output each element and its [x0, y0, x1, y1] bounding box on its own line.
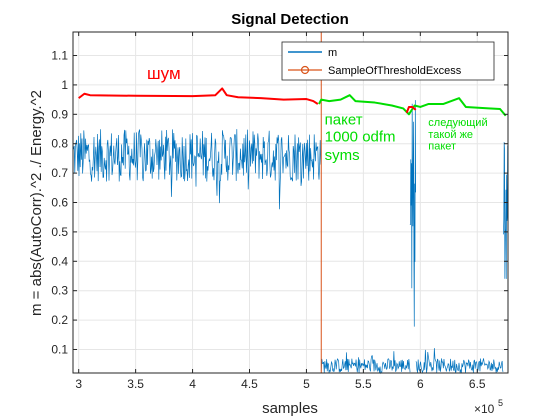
y-axis-label: m = abs(AutoCorr).^2 ./ Energy.^2: [28, 90, 45, 316]
series-m-segment: [320, 351, 411, 375]
axes: 3 3.5 4 4.5 5 5.5 6 6.5 0.1 0.2 0.3 0.4 0.5 0.6 0.7 0.8…: [51, 31, 509, 391]
annotation-curve: [405, 105, 417, 114]
y-tick-label: 0.5: [51, 225, 68, 239]
legend-label-m: m: [328, 47, 337, 59]
x-tick-label: 6: [417, 377, 424, 391]
annotation-curve: [78, 87, 319, 105]
x-tick-label: 3: [75, 377, 82, 391]
y-tick-label: 1: [61, 78, 68, 92]
x-tick-label: 4.5: [241, 377, 258, 391]
y-tick-label: 0.6: [51, 196, 68, 210]
series-m-segment: [409, 100, 417, 327]
y-tick-label: 0.3: [51, 284, 68, 298]
annotation-text: пакет: [428, 141, 456, 153]
y-tick-label: 0.9: [51, 107, 68, 121]
legend-box: [281, 41, 495, 81]
legend-marker-threshold: [300, 65, 310, 75]
series-m-segment: [503, 142, 509, 279]
svg-text:×10: ×10: [474, 402, 495, 416]
annotation-text: 1000 odfm: [325, 129, 396, 146]
x-tick-label: 5.5: [355, 377, 372, 391]
y-tick-label: 0.8: [51, 137, 68, 151]
svg-text:5: 5: [498, 398, 503, 408]
y-tick-label: 0.2: [51, 313, 68, 327]
y-tick-label: 0.4: [51, 254, 68, 268]
annotation-text: шум: [147, 64, 181, 83]
y-tick-label: 1.1: [51, 49, 68, 63]
x-tick-label: 6.5: [469, 377, 486, 391]
x-tick-label: 5: [303, 377, 310, 391]
annotation-text: пакет: [325, 112, 363, 129]
annotation-text: такой же: [428, 129, 473, 141]
x-axis-label: samples: [262, 400, 318, 417]
legend-label-threshold: SampleOfThresholdExcess: [328, 65, 462, 77]
series-m-segment: [72, 129, 322, 210]
annotation-text: следующий: [428, 117, 487, 129]
chart-title: Signal Detection: [231, 11, 349, 28]
legend: m SampleOfThresholdExcess: [281, 41, 495, 81]
y-tick-label: 0.1: [51, 342, 68, 356]
x-tick-label: 4: [189, 377, 196, 391]
x-exponent-label: ×10 5: [474, 398, 503, 416]
annotation-curve: [318, 94, 507, 117]
annotation-text: syms: [325, 147, 360, 164]
x-tick-label: 3.5: [127, 377, 144, 391]
series-m-segment: [415, 348, 504, 374]
y-tick-label: 0.7: [51, 166, 68, 180]
